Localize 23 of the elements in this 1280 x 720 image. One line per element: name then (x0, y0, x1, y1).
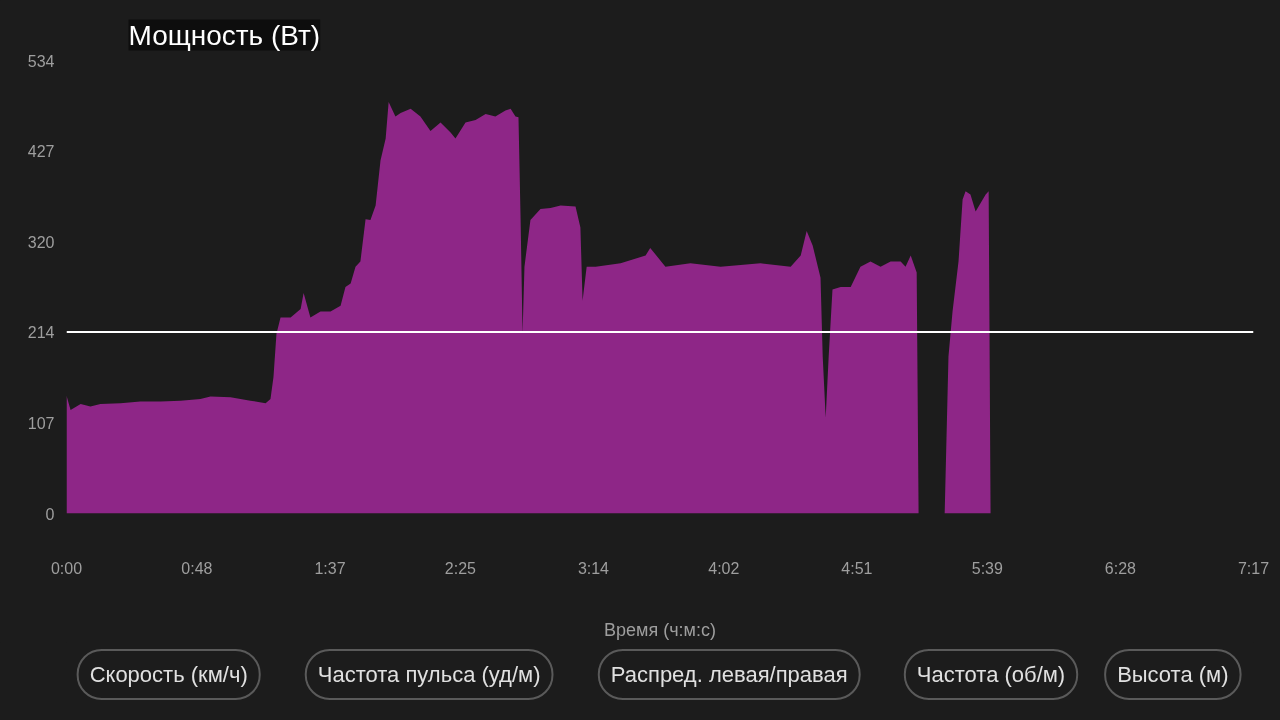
text: Высота (м) (1117, 662, 1229, 687)
y-tick-label: 214 (27, 323, 55, 341)
y-tick-label: 320 (27, 234, 55, 252)
x-tick-label: 4:51 (841, 559, 873, 577)
x-tick-label: 0:48 (181, 559, 213, 577)
text: Частота (об/м) (916, 662, 1066, 687)
x-tick-label: 0:00 (50, 559, 83, 577)
x-tick-label: 3:14 (577, 559, 610, 577)
y-tick-label: 534 (27, 52, 55, 70)
y-tick-label: 107 (27, 414, 55, 432)
y-tick-label: 0 (45, 505, 55, 523)
text: Скорость (км/ч) (89, 662, 248, 687)
x-tick-label: 5:39 (971, 559, 1003, 577)
x-tick-label: 7:17 (1237, 559, 1270, 577)
text: Частота пульса (уд/м) (317, 662, 541, 687)
y-tick-label: 427 (27, 143, 55, 161)
x-axis-title: Время (ч:м:с) (604, 619, 716, 640)
text: Распред. левая/правая (610, 662, 848, 687)
x-tick-label: 2:25 (444, 559, 477, 577)
x-tick-label: 4:02 (708, 559, 740, 577)
x-tick-label: 1:37 (314, 559, 346, 577)
x-tick-label: 6:28 (1104, 559, 1137, 577)
chart-title: Мощность (Вт) (128, 19, 321, 51)
